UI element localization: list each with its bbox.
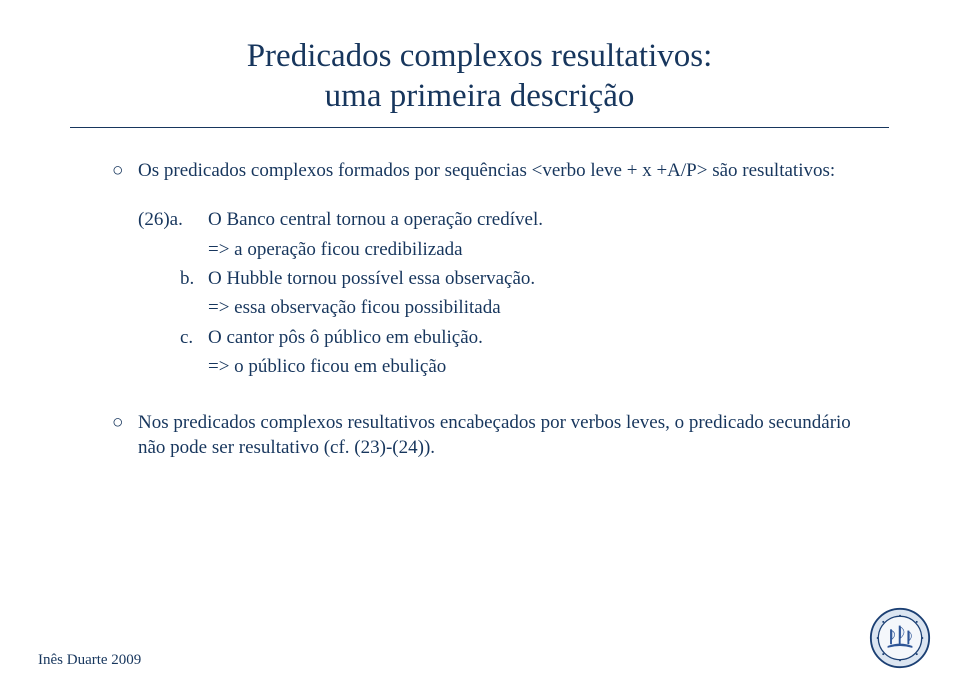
examples: (26)a. O Banco central tornou a operação… (112, 205, 879, 382)
bullet-1: ○ Os predicados complexos formados por s… (112, 158, 879, 184)
bullet-2-text: Nos predicados complexos resultativos en… (138, 410, 879, 461)
example-b-text: O Hubble tornou possível essa observação… (208, 264, 535, 293)
body: ○ Os predicados complexos formados por s… (70, 158, 889, 462)
bullet-icon: ○ (112, 158, 138, 184)
example-c-label: c. (138, 323, 208, 352)
example-c: c. O cantor pôs ô público em ebulição. (138, 323, 879, 352)
bullet-icon: ○ (112, 410, 138, 436)
title-line-2: uma primeira descrição (70, 76, 889, 116)
example-a: (26)a. O Banco central tornou a operação… (138, 205, 879, 234)
footer-author: Inês Duarte 2009 (38, 652, 141, 669)
example-b: b. O Hubble tornou possível essa observa… (138, 264, 879, 293)
example-b-arrow: => essa observação ficou possibilitada (138, 293, 879, 322)
title-block: Predicados complexos resultativos: uma p… (70, 36, 889, 117)
title-line-1: Predicados complexos resultativos: (70, 36, 889, 76)
slide: Predicados complexos resultativos: uma p… (0, 0, 959, 689)
university-seal-icon (869, 607, 931, 669)
bullet-2: ○ Nos predicados complexos resultativos … (112, 410, 879, 461)
example-a-label: (26)a. (138, 205, 208, 234)
example-a-arrow: => a operação ficou credibilizada (138, 235, 879, 264)
example-c-text: O cantor pôs ô público em ebulição. (208, 323, 483, 352)
example-c-arrow: => o público ficou em ebulição (138, 352, 879, 381)
title-underline (70, 127, 889, 128)
example-a-text: O Banco central tornou a operação credív… (208, 205, 543, 234)
example-b-label: b. (138, 264, 208, 293)
bullet-1-text: Os predicados complexos formados por seq… (138, 158, 835, 184)
